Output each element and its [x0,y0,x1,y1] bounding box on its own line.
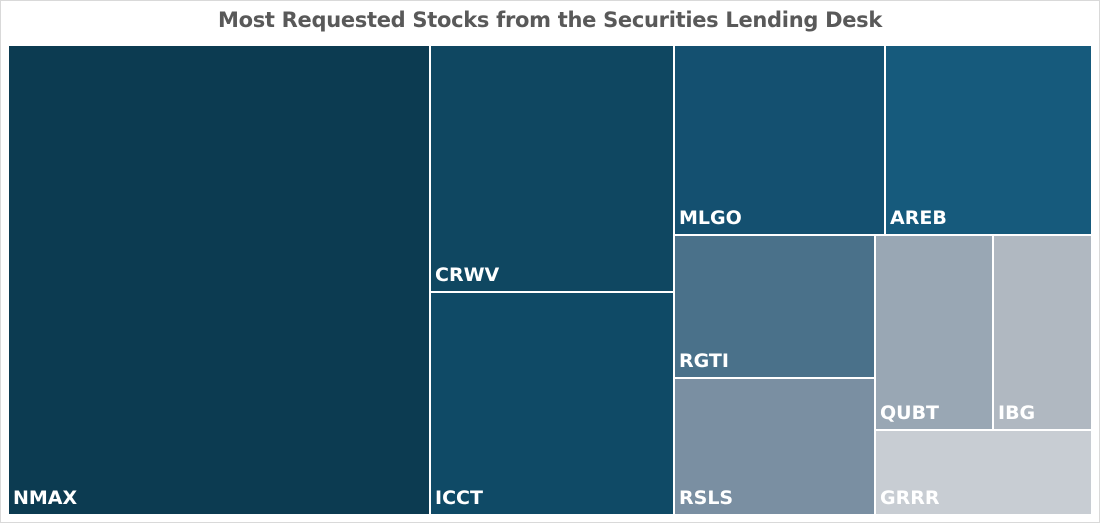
treemap-tile-qubt [874,234,994,431]
treemap-tile-icct [429,291,675,516]
treemap-tile-rsls [673,377,876,516]
chart-title: Most Requested Stocks from the Securitie… [217,8,883,32]
treemap-tile-nmax [7,44,431,516]
treemap-label-qubt: QUBT [880,402,939,424]
treemap-label-icct: ICCT [435,487,483,509]
treemap-label-areb: AREB [890,207,947,229]
treemap-label-crwv: CRWV [435,264,500,286]
treemap-tile-grrr [874,429,1093,516]
treemap-label-grrr: GRRR [880,487,940,509]
treemap-label-rgti: RGTI [679,350,729,372]
treemap-tile-crwv [429,44,675,293]
treemap-tile-mlgo [673,44,886,236]
treemap-label-nmax: NMAX [13,487,78,509]
treemap-tile-areb [884,44,1093,236]
treemap-label-ibg: IBG [998,402,1035,424]
treemap-label-rsls: RSLS [679,487,733,509]
treemap-label-mlgo: MLGO [679,207,742,229]
treemap-tile-ibg [992,234,1093,431]
